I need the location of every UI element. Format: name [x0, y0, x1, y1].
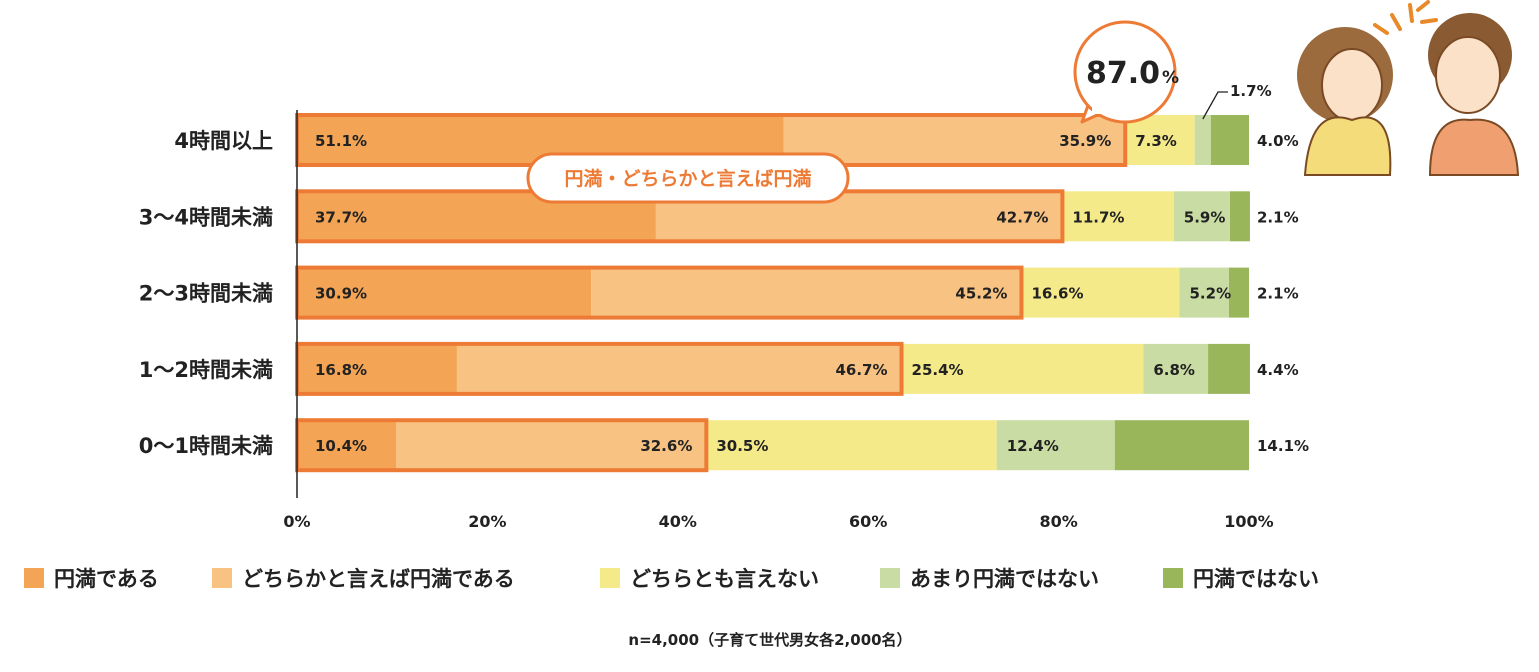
bar-segment [1208, 343, 1250, 394]
data-label: 32.6% [640, 437, 692, 455]
legend-label: どちらとも言えない [630, 567, 819, 591]
category-label: 3〜4時間未満 [139, 205, 273, 229]
legend-swatch [880, 568, 900, 588]
bar-segment [1229, 267, 1249, 318]
bar-segment [1062, 191, 1174, 242]
bar-segment [706, 420, 997, 471]
data-label: 46.7% [835, 361, 887, 379]
data-label: 11.7% [1072, 208, 1124, 226]
total-unit: % [1162, 68, 1179, 88]
legend-swatch [212, 568, 232, 588]
bar-segment [1021, 267, 1180, 318]
total-bubble [1073, 20, 1177, 124]
bar-segment [396, 420, 707, 471]
legend-swatch [600, 568, 620, 588]
category-label: 2〜3時間未満 [139, 282, 273, 306]
data-label: 45.2% [955, 285, 1007, 303]
bar-segment [901, 343, 1144, 394]
data-label: 2.1% [1257, 208, 1299, 226]
data-label: 10.4% [315, 437, 367, 455]
data-label: 14.1% [1257, 437, 1309, 455]
bar-segment [1229, 191, 1250, 242]
data-label: 51.1% [315, 132, 367, 150]
data-label: 5.9% [1184, 208, 1226, 226]
couple-illustration [1297, 0, 1520, 176]
legend-label: どちらかと言えば円満である [242, 567, 515, 591]
bar-segment [1173, 191, 1230, 242]
legend-swatch [1163, 568, 1183, 588]
bar-segment [456, 343, 902, 394]
group-label: 円満・どちらかと言えば円満 [564, 167, 811, 190]
bar-segment [297, 420, 397, 471]
legend-label: あまり円満ではない [910, 567, 1099, 591]
group-label-pill [526, 152, 850, 204]
bar-segment [1125, 115, 1195, 165]
data-label: 37.7% [315, 208, 367, 226]
data-label: 25.4% [912, 361, 964, 379]
data-label: 4.4% [1257, 361, 1299, 379]
x-tick-label: 100% [1224, 512, 1273, 531]
category-label: 1〜2時間未満 [139, 358, 273, 382]
x-tick-label: 40% [659, 512, 697, 531]
footnote: n=4,000（子育て世代男女各2,000名） [628, 631, 911, 649]
data-label: 12.4% [1007, 437, 1059, 455]
data-label: 4.0% [1257, 132, 1299, 150]
x-tick-label: 60% [849, 512, 887, 531]
category-label: 4時間以上 [174, 129, 273, 153]
bar-segment [297, 267, 592, 318]
bar-segment [783, 115, 1126, 165]
legend-swatch [24, 568, 44, 588]
data-label: 30.5% [716, 437, 768, 455]
data-label: 6.8% [1153, 361, 1195, 379]
legend-label: 円満ではない [1193, 567, 1319, 591]
bar-segment [1194, 115, 1211, 165]
data-label: 1.7% [1230, 82, 1272, 100]
bar-segment [591, 267, 1022, 318]
bar-segment [996, 420, 1115, 471]
data-label: 5.2% [1190, 285, 1232, 303]
data-label: 2.1% [1257, 285, 1299, 303]
bar-segment [1114, 420, 1249, 471]
total-value: 87.0 [1086, 56, 1160, 91]
data-label: 7.3% [1135, 132, 1177, 150]
x-tick-label: 80% [1039, 512, 1077, 531]
data-label: 16.6% [1031, 285, 1083, 303]
leader-line [1202, 91, 1228, 120]
bar-segment [1179, 267, 1230, 318]
data-label: 30.9% [315, 285, 367, 303]
data-label: 35.9% [1059, 132, 1111, 150]
legend-label: 円満である [54, 567, 159, 591]
category-label: 0〜1時間未満 [139, 434, 273, 458]
x-tick-label: 20% [468, 512, 506, 531]
bar-segment [1210, 115, 1249, 165]
data-label: 16.8% [315, 361, 367, 379]
bar-segment [297, 343, 457, 394]
data-label: 42.7% [996, 208, 1048, 226]
bar-segment [1143, 343, 1209, 394]
x-tick-label: 0% [283, 512, 310, 531]
